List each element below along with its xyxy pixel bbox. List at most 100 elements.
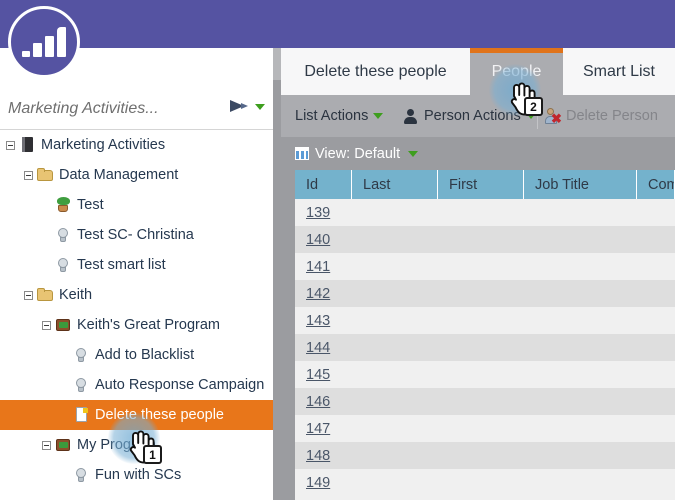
list-actions-label: List Actions <box>295 108 369 124</box>
cell-id: 142 <box>295 286 352 302</box>
table-row[interactable]: 147 <box>295 415 675 442</box>
tree-item-keith[interactable]: Keith <box>0 280 273 310</box>
left-navigation-panel: Marketing Activities... Marketing Activi… <box>0 48 281 500</box>
cell-id: 144 <box>295 340 352 356</box>
table-row[interactable]: 149 <box>295 469 675 496</box>
tree-toggle-collapse-icon[interactable] <box>42 440 51 450</box>
tree-item-my-program[interactable]: My Program <box>0 430 273 460</box>
cell-id: 149 <box>295 475 352 491</box>
person-id-link[interactable]: 140 <box>306 231 331 248</box>
chevron-down-icon[interactable] <box>525 113 536 119</box>
tree-item-add-to-blacklist[interactable]: Add to Blacklist <box>0 340 273 370</box>
list-actions-button[interactable]: List Actions <box>295 95 384 137</box>
table-row[interactable]: 139 <box>295 199 675 226</box>
tree-item-label: Test <box>77 197 104 213</box>
folder-icon <box>37 167 54 183</box>
app-header-bar <box>0 0 675 48</box>
person-id-link[interactable]: 143 <box>306 312 331 329</box>
chevron-down-icon[interactable] <box>373 113 384 119</box>
toolbar-separator <box>537 103 538 129</box>
bulb-icon <box>73 347 90 363</box>
tree-toggle-collapse-icon[interactable] <box>42 320 51 330</box>
logo-bars <box>22 27 66 57</box>
person-actions-button[interactable]: Person Actions <box>403 95 536 137</box>
tree-item-label: Keith's Great Program <box>77 317 220 333</box>
person-id-link[interactable]: 144 <box>306 339 331 356</box>
grid-view-icon <box>295 147 309 160</box>
tab-strip: Delete these people People Smart List <box>281 48 675 95</box>
table-row[interactable]: 143 <box>295 307 675 334</box>
bulb-icon <box>73 467 90 483</box>
grid-column-header-job-title[interactable]: Job Title <box>524 170 637 199</box>
tree-item-test[interactable]: Test <box>0 190 273 220</box>
import-icon <box>55 317 72 333</box>
tree-item-label: Marketing Activities <box>41 137 166 153</box>
table-row[interactable]: 146 <box>295 388 675 415</box>
tab-delete-these-people[interactable]: Delete these people <box>281 48 470 95</box>
tree-item-label: Add to Blacklist <box>95 347 195 363</box>
tree-item-data-management[interactable]: Data Management <box>0 160 273 190</box>
table-row[interactable]: 144 <box>295 334 675 361</box>
paper-plane-icon[interactable] <box>230 99 249 114</box>
tree-item-keith-s-great-program[interactable]: Keith's Great Program <box>0 310 273 340</box>
tree-item-auto-response-campaign[interactable]: Auto Response Campaign <box>0 370 273 400</box>
person-id-link[interactable]: 148 <box>306 447 331 464</box>
marketo-logo-icon <box>8 6 80 78</box>
search-input[interactable]: Marketing Activities... <box>8 99 159 117</box>
person-id-link[interactable]: 139 <box>306 204 331 221</box>
table-row[interactable]: 140 <box>295 226 675 253</box>
tree-item-label: Keith <box>59 287 93 303</box>
book-icon <box>19 137 36 153</box>
tree-item-test-sc-christina[interactable]: Test SC- Christina <box>0 220 273 250</box>
tree-item-delete-these-people[interactable]: Delete these people <box>0 400 273 430</box>
tree-search-row[interactable]: Marketing Activities... <box>0 88 273 130</box>
table-row[interactable]: 142 <box>295 280 675 307</box>
tree-item-label: Fun with SCs <box>95 467 182 483</box>
cell-id: 148 <box>295 448 352 464</box>
cell-id: 146 <box>295 394 352 410</box>
bulb-icon <box>73 377 90 393</box>
table-row[interactable]: 148 <box>295 442 675 469</box>
person-id-link[interactable]: 145 <box>306 366 331 383</box>
grid-body: 139 140 141 142 143 144 145 146 147 148 149 <box>295 199 675 500</box>
actions-toolbar: List Actions Person Actions ✖ Delete Per… <box>281 95 675 137</box>
cell-id: 143 <box>295 313 352 329</box>
delete-person-icon: ✖ <box>545 108 562 125</box>
table-row[interactable]: 145 <box>295 361 675 388</box>
tree-item-test-smart-list[interactable]: Test smart list <box>0 250 273 280</box>
person-actions-label: Person Actions <box>424 108 521 124</box>
person-id-link[interactable]: 141 <box>306 258 331 275</box>
chevron-down-icon[interactable] <box>255 103 265 110</box>
tree-toggle-collapse-icon[interactable] <box>24 170 33 180</box>
panel-divider-top <box>273 48 281 80</box>
person-id-link[interactable]: 149 <box>306 474 331 491</box>
tree-item-fun-with-scs[interactable]: Fun with SCs <box>0 460 273 490</box>
grid-column-header-comp[interactable]: Comp <box>637 170 675 199</box>
tree-item-label: Test smart list <box>77 257 166 273</box>
table-row[interactable]: 141 <box>295 253 675 280</box>
tree-toggle-collapse-icon[interactable] <box>24 290 33 300</box>
import-icon <box>55 437 72 453</box>
tab-smart-list[interactable]: Smart List <box>563 48 675 95</box>
grid-column-header-last[interactable]: Last <box>352 170 438 199</box>
tree-toggle-collapse-icon[interactable] <box>6 140 15 150</box>
delete-person-button: ✖ Delete Person <box>545 95 658 137</box>
tree-item-marketing-activities[interactable]: Marketing Activities <box>0 130 273 160</box>
cell-id: 139 <box>295 205 352 221</box>
view-bar: View: Default <box>281 137 675 170</box>
search-tools <box>230 99 265 114</box>
person-id-link[interactable]: 142 <box>306 285 331 302</box>
sprout-icon <box>55 197 72 213</box>
activities-tree: Marketing Activities Data Management Test T… <box>0 130 273 500</box>
grid-column-header-id[interactable]: Id <box>295 170 352 199</box>
person-id-link[interactable]: 147 <box>306 420 331 437</box>
grid-column-header-first[interactable]: First <box>438 170 524 199</box>
tree-item-label: Data Management <box>59 167 179 183</box>
chevron-down-icon[interactable] <box>408 150 419 157</box>
person-id-link[interactable]: 146 <box>306 393 331 410</box>
tab-people[interactable]: People <box>470 48 563 95</box>
folder-icon <box>37 287 54 303</box>
